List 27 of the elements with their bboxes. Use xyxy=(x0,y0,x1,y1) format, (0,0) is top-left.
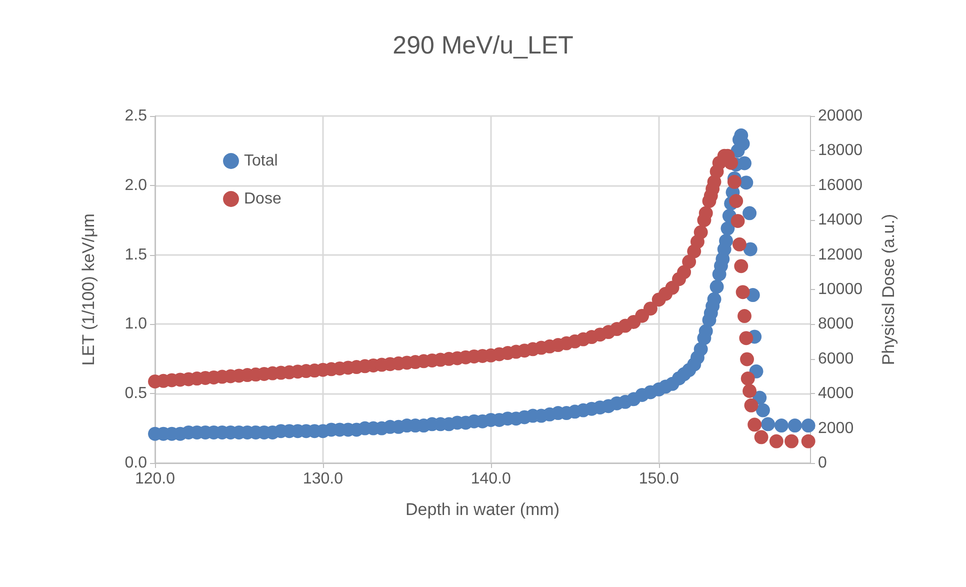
x-axis-title: Depth in water (mm) xyxy=(406,500,560,519)
y2-tick-label: 12000 xyxy=(818,246,863,264)
x-tick-label: 150.0 xyxy=(638,470,679,488)
legend-label: Dose xyxy=(244,190,282,208)
y2-tick-label: 4000 xyxy=(818,385,854,402)
y2-tick-label: 2000 xyxy=(818,420,854,437)
y-tick-label: 1.5 xyxy=(124,246,148,264)
y-axis-title: LET (1/100) keV/μm xyxy=(79,213,98,366)
y-tick-label: 2.0 xyxy=(124,176,148,194)
y2-tick-label: 6000 xyxy=(818,350,854,368)
y-tick-label: 0.0 xyxy=(124,454,148,472)
y-tick-label: 0.5 xyxy=(124,385,148,402)
y2-tick-label: 20000 xyxy=(818,108,863,124)
y2-tick-label: 10000 xyxy=(818,281,863,298)
y-tick-label: 2.5 xyxy=(124,108,148,124)
x-tick-label: 130.0 xyxy=(302,470,344,488)
y2-tick-label: 16000 xyxy=(818,176,863,194)
x-tick-label: 140.0 xyxy=(470,470,512,488)
y-tick-label: 1.0 xyxy=(124,316,148,333)
y2-axis-title: Physicsl Dose (a.u.) xyxy=(879,214,898,366)
y2-tick-label: 14000 xyxy=(818,212,863,229)
y2-tick-label: 18000 xyxy=(818,142,863,160)
legend-label: Total xyxy=(244,152,278,170)
x-tick-label: 120.0 xyxy=(134,470,176,488)
chart-title: 290 MeV/u_LET xyxy=(392,32,574,60)
y2-tick-label: 8000 xyxy=(818,316,854,333)
y2-tick-label: 0 xyxy=(818,454,827,472)
